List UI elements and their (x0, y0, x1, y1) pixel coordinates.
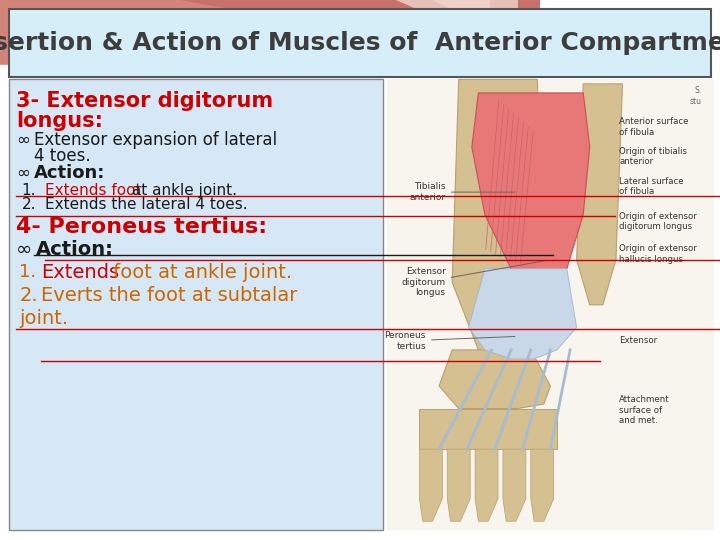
Text: Action:: Action: (36, 240, 114, 259)
Text: Extensor
digitorum
longus: Extensor digitorum longus (402, 260, 548, 297)
Text: longus:: longus: (16, 111, 103, 131)
Text: Extends foot: Extends foot (45, 183, 141, 198)
Text: Lateral surface
of fibula: Lateral surface of fibula (619, 177, 684, 196)
Polygon shape (0, 0, 302, 65)
Polygon shape (475, 449, 498, 521)
Text: 2.: 2. (22, 197, 36, 212)
Polygon shape (447, 449, 470, 521)
Polygon shape (419, 409, 557, 449)
FancyBboxPatch shape (9, 9, 711, 77)
Text: Extensor: Extensor (619, 336, 657, 345)
Polygon shape (452, 79, 544, 368)
Text: joint.: joint. (19, 309, 68, 328)
Text: 1.: 1. (19, 263, 37, 281)
Text: Insertion & Action of Muscles of  Anterior Compartment: Insertion & Action of Muscles of Anterio… (0, 31, 720, 55)
Polygon shape (531, 449, 554, 521)
Text: Origin of extensor
hallucis longus: Origin of extensor hallucis longus (619, 244, 697, 264)
Text: 4- Peroneus tertius:: 4- Peroneus tertius: (16, 217, 267, 237)
Text: Tibialis
anterior: Tibialis anterior (410, 183, 515, 202)
Polygon shape (439, 350, 551, 409)
Text: 2.: 2. (19, 286, 38, 305)
Polygon shape (396, 0, 518, 54)
Polygon shape (419, 449, 442, 521)
Text: ∞: ∞ (16, 164, 30, 182)
Polygon shape (180, 0, 540, 65)
Text: Anterior surface
of fibula: Anterior surface of fibula (619, 117, 689, 137)
Text: 3- Extensor digitorum: 3- Extensor digitorum (16, 91, 273, 111)
Text: Extensor expansion of lateral: Extensor expansion of lateral (34, 131, 277, 149)
Text: Everts the foot at subtalar: Everts the foot at subtalar (41, 286, 297, 305)
Text: Origin of extensor
digitorum longus: Origin of extensor digitorum longus (619, 212, 697, 231)
FancyBboxPatch shape (9, 79, 383, 530)
Text: foot at ankle joint.: foot at ankle joint. (107, 263, 292, 282)
Polygon shape (577, 84, 623, 305)
Bar (0, 70, 720, 540)
Text: Peroneus
tertius: Peroneus tertius (384, 331, 515, 350)
Text: at ankle joint.: at ankle joint. (127, 183, 237, 198)
Text: Origin of tibialis
anterior: Origin of tibialis anterior (619, 147, 687, 166)
Text: 4 toes.: 4 toes. (34, 147, 91, 165)
Text: Extends the lateral 4 toes.: Extends the lateral 4 toes. (45, 197, 247, 212)
Text: S.
stu: S. stu (690, 86, 702, 106)
Polygon shape (432, 0, 490, 27)
Polygon shape (503, 449, 526, 521)
Text: ∞: ∞ (16, 240, 32, 259)
FancyBboxPatch shape (387, 79, 714, 530)
Polygon shape (472, 93, 590, 282)
Text: ∞: ∞ (16, 131, 30, 149)
Text: 1.: 1. (22, 183, 36, 198)
Polygon shape (469, 269, 577, 359)
Text: Extends: Extends (41, 263, 120, 282)
Text: Action:: Action: (34, 164, 105, 182)
Text: Attachment
surface of
and met.: Attachment surface of and met. (619, 395, 670, 426)
